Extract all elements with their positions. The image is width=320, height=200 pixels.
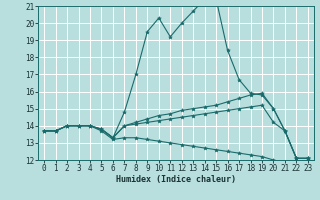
X-axis label: Humidex (Indice chaleur): Humidex (Indice chaleur) <box>116 175 236 184</box>
